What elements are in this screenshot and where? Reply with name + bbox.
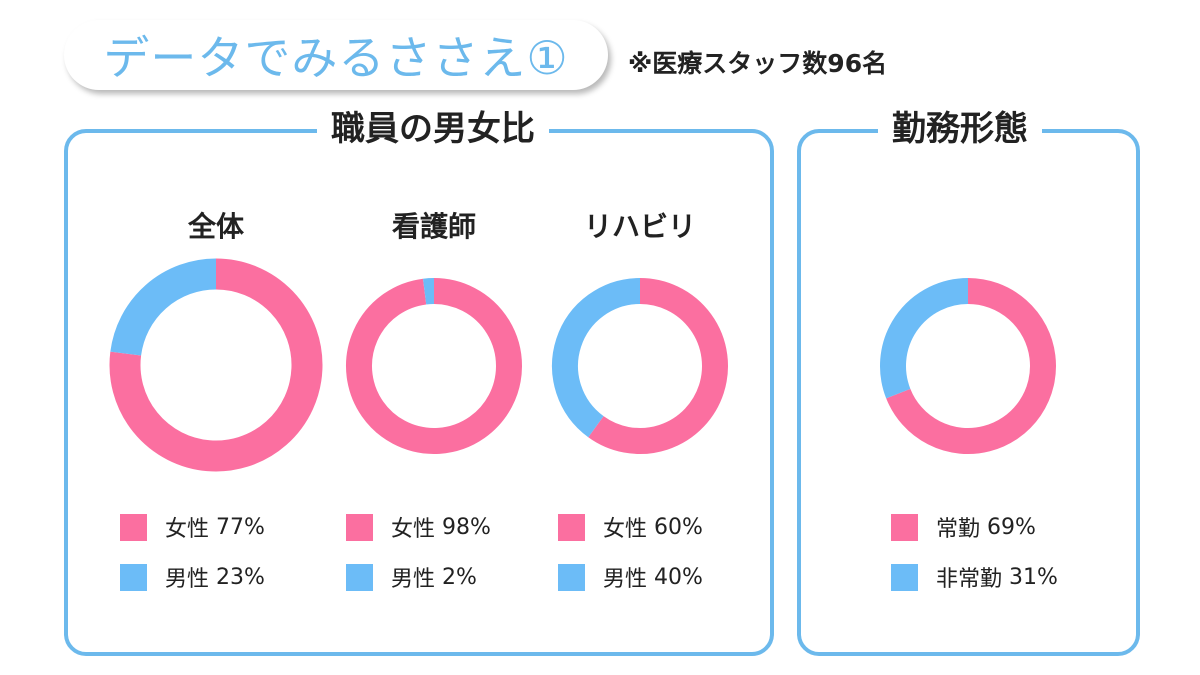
donut-segment-女性 [109,258,323,472]
donut-segment-女性 [588,278,728,454]
gender-ratio-title: 職員の男女比 [317,107,549,151]
donut-segment-常勤 [886,278,1056,454]
legend-value: 31% [1009,564,1058,590]
staff-count-note: ※医療スタッフ数96名 [628,49,888,78]
employment-type-panel: 勤務形態 [797,107,1140,656]
legend-value: 69% [987,514,1036,540]
legend-value: 2% [442,564,477,590]
chart-title-rehab: リハビリ [583,210,697,243]
donut-chart-employment [880,278,1056,454]
donut-chart-rehab [552,278,728,454]
legend-label: 女性 [603,517,648,542]
legend-item-part-time: 非常勤 31% [891,562,1058,592]
legend-swatch-male [346,563,373,591]
legend-item-overall-male: 男性 23% [120,562,265,592]
title-pill: データでみるささえ① [64,20,608,90]
donut-chart-overall [109,258,323,472]
legend-value: 60% [654,514,703,540]
legend-swatch-female [120,513,147,541]
legend-swatch-male [120,563,147,591]
legend-value: 77% [216,514,265,540]
donut-segment-男性 [422,278,435,305]
legend-value: 23% [216,564,265,590]
legend-item-full-time: 常勤 69% [891,512,1036,542]
page-title: データでみるささえ① [103,31,569,85]
legend-swatch-female [346,513,373,541]
legend-item-nurses-female: 女性 98% [346,512,491,542]
legend-item-rehab-female: 女性 60% [558,512,703,542]
chart-title-overall: 全体 [187,210,245,243]
legend-swatch-full-time [891,513,918,541]
donut-segment-女性 [346,278,522,454]
legend-item-overall-female: 女性 77% [120,512,265,542]
legend-swatch-male [558,563,585,591]
donut-chart-nurses [346,278,522,454]
legend-label: 女性 [391,517,436,542]
employment-type-title: 勤務形態 [878,107,1042,151]
legend-item-rehab-male: 男性 40% [558,562,703,592]
legend-label: 男性 [603,567,648,592]
legend-label: 男性 [165,567,210,592]
donut-segment-男性 [552,278,641,438]
legend-label: 非常勤 [936,567,1003,592]
legend-label: 男性 [391,567,436,592]
legend-swatch-female [558,513,585,541]
legend-item-nurses-male: 男性 2% [346,562,477,592]
legend-label: 常勤 [936,517,981,542]
legend-swatch-part-time [891,563,918,591]
legend-value: 40% [654,564,703,590]
donut-segment-男性 [110,258,217,357]
legend-value: 98% [442,514,491,540]
donut-segment-非常勤 [880,278,969,399]
gender-ratio-panel: 職員の男女比 [64,107,774,656]
legend-label: 女性 [165,517,210,542]
chart-title-nurses: 看護師 [391,210,477,243]
